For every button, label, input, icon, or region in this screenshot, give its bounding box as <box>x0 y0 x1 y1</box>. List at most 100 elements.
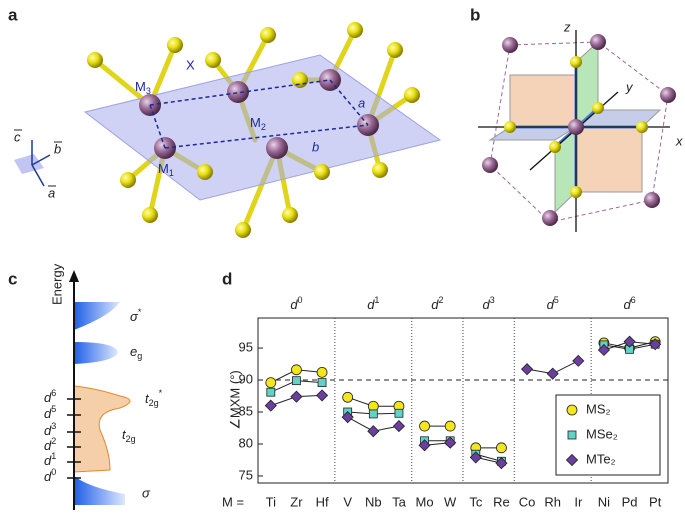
group-count: 2 <box>438 295 443 305</box>
x-tick-label: Ta <box>392 494 407 509</box>
group-label: d5 <box>547 295 559 312</box>
level-label: d0 <box>44 467 56 484</box>
atom-index: 2 <box>261 122 266 132</box>
marker <box>418 439 431 452</box>
level-label: d3 <box>44 421 56 438</box>
group-letter: d <box>483 297 491 312</box>
marker <box>495 457 508 470</box>
marker <box>546 367 559 380</box>
legend-label: MSe₂ <box>586 426 618 441</box>
axis-label: y <box>625 79 634 94</box>
marker <box>317 378 327 387</box>
svg-text:M2: M2 <box>250 115 266 132</box>
marker <box>566 404 578 416</box>
legend-label: MTe₂ <box>586 451 616 466</box>
vector-label: b <box>54 141 61 156</box>
axis-label: z <box>563 19 571 34</box>
marker <box>496 442 507 454</box>
panel-label: d <box>222 269 232 288</box>
level-label: d5 <box>44 404 56 421</box>
lattice-label: a <box>358 95 365 110</box>
level-letter: d <box>44 469 52 484</box>
group-label: d0 <box>290 295 302 312</box>
x-tick-label: Re <box>493 494 510 509</box>
category-prefix: M = <box>222 494 244 509</box>
group-letter: d <box>547 297 555 312</box>
group-label: d3 <box>483 295 495 312</box>
band-label: * <box>138 307 142 317</box>
x-tick-label: Mo <box>416 494 434 509</box>
marker <box>341 411 354 424</box>
level-label: d2 <box>44 436 56 453</box>
group-count: 6 <box>631 295 636 305</box>
marker <box>572 354 585 367</box>
group-count: 5 <box>554 295 559 305</box>
group-label: d6 <box>623 295 635 312</box>
level-count: 5 <box>51 404 56 414</box>
atom-label: X <box>186 57 195 72</box>
x-tick-label: W <box>444 494 457 509</box>
svg-text:M3: M3 <box>135 79 151 96</box>
marker <box>565 453 579 467</box>
structure-b <box>478 30 676 232</box>
x-tick-label: Ni <box>598 494 610 509</box>
lattice-label: b <box>312 139 319 154</box>
y-tick-label: 95 <box>239 339 253 354</box>
level-label: d1 <box>44 451 56 468</box>
marker <box>292 376 301 386</box>
level-label: d6 <box>44 388 56 405</box>
svg-text:eg: eg <box>130 344 142 361</box>
vector-label: a <box>48 185 55 200</box>
x-tick-label: Zr <box>290 494 303 509</box>
svg-text:t2g: t2g <box>122 427 136 444</box>
marker <box>367 425 380 438</box>
band-label: t <box>145 391 150 406</box>
band-label: σ <box>142 485 151 500</box>
axis-label: Energy <box>49 263 64 305</box>
atom-label: M <box>135 79 146 94</box>
x-tick-label: Pd <box>622 494 638 509</box>
axis-label: x <box>675 133 683 148</box>
svg-text:M1: M1 <box>158 161 174 178</box>
plane <box>83 54 442 201</box>
level-count: 2 <box>51 436 56 446</box>
marker <box>649 338 662 351</box>
axes-a: c b a <box>14 129 62 200</box>
band-label: 2g <box>149 398 159 408</box>
marker <box>290 390 303 403</box>
x-tick-label: V <box>343 494 352 509</box>
x-tick-label: Ti <box>266 494 276 509</box>
group-letter: d <box>623 297 631 312</box>
x-tick-label: Hf <box>316 494 329 509</box>
marker <box>597 343 611 357</box>
y-tick-label: 85 <box>239 403 253 418</box>
x-tick-label: Pt <box>649 494 662 509</box>
panel-label: b <box>470 5 480 24</box>
x-tick-label: Tc <box>469 494 483 509</box>
marker <box>469 451 482 464</box>
x-tick-label: Ir <box>574 494 583 509</box>
marker <box>567 430 577 440</box>
group-count: 3 <box>490 295 495 305</box>
group-label: d2 <box>431 295 443 312</box>
marker <box>342 391 354 403</box>
lattice-lines <box>149 79 369 149</box>
group-letter: d <box>431 297 439 312</box>
marker <box>315 389 329 402</box>
y-axis-label: ∠MXM (°) <box>227 370 242 429</box>
level-letter: d <box>44 423 52 438</box>
marker <box>266 387 276 397</box>
marker <box>419 420 430 432</box>
group-count: 1 <box>374 295 379 305</box>
atom-index: 1 <box>169 168 174 178</box>
marker <box>265 377 277 388</box>
level-count: 6 <box>51 388 56 398</box>
marker <box>394 408 404 418</box>
band-label: e <box>130 344 137 359</box>
x-tick-label: Nb <box>365 494 382 509</box>
marker <box>444 436 457 449</box>
marker <box>392 420 406 433</box>
